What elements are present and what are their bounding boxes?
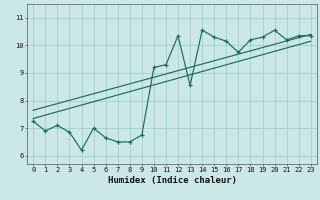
- X-axis label: Humidex (Indice chaleur): Humidex (Indice chaleur): [108, 176, 236, 185]
